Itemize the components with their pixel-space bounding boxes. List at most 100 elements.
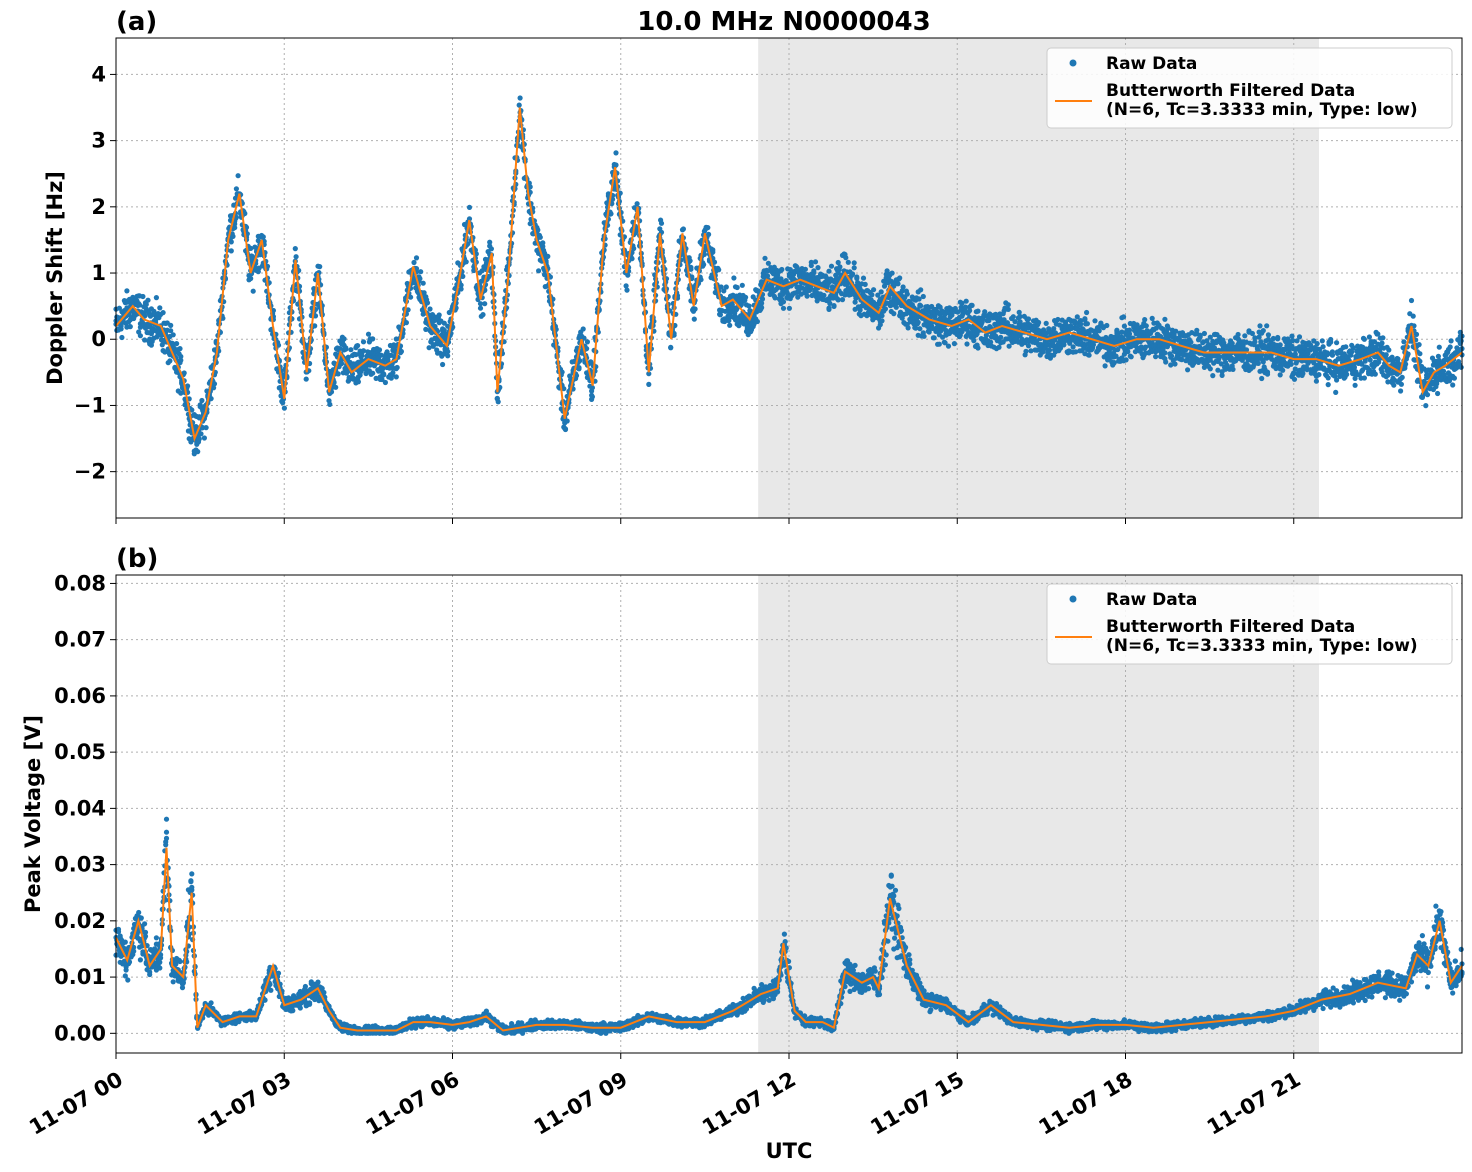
raw-data-point [420, 280, 426, 286]
raw-data-point [1316, 372, 1322, 378]
raw-data-point [403, 320, 409, 326]
raw-data-point [889, 270, 895, 276]
raw-data-point [900, 284, 906, 290]
raw-data-point [831, 303, 837, 309]
raw-data-point [1386, 347, 1392, 353]
raw-data-point [137, 302, 143, 308]
raw-data-point [250, 288, 256, 294]
raw-data-point [1257, 323, 1263, 329]
raw-data-point [199, 397, 205, 404]
raw-data-point [178, 357, 184, 363]
raw-data-point [119, 334, 125, 341]
raw-data-point [1288, 361, 1294, 367]
raw-data-point [893, 304, 899, 310]
legend: Raw Data Butterworth Filtered Data (N=6, … [1046, 47, 1453, 129]
raw-data-point [162, 349, 168, 355]
raw-data-point [1010, 314, 1016, 320]
raw-data-point [723, 284, 729, 290]
raw-data-point [780, 305, 787, 311]
raw-data-point [211, 385, 217, 391]
raw-data-point [969, 302, 975, 308]
raw-data-point [1325, 375, 1331, 381]
raw-data-point [634, 201, 640, 207]
raw-data-point [458, 286, 464, 292]
y-tick-label: 3 [91, 129, 106, 153]
raw-data-point [811, 270, 817, 276]
raw-data-point [1329, 352, 1335, 358]
raw-data-point [851, 265, 857, 271]
raw-data-point [564, 418, 570, 424]
raw-data-point [1328, 336, 1334, 343]
raw-data-point [917, 326, 923, 332]
raw-data-point [1149, 315, 1155, 321]
raw-data-point [1043, 320, 1049, 326]
raw-data-point [365, 331, 372, 337]
raw-data-point [1102, 363, 1108, 369]
raw-data-point [936, 341, 942, 347]
raw-data-point [869, 292, 875, 298]
raw-data-point [359, 353, 365, 359]
raw-data-point [918, 287, 924, 293]
raw-data-point [963, 298, 969, 304]
y-axis-label: Doppler Shift [Hz] [43, 171, 67, 385]
raw-data-point [1168, 362, 1174, 368]
raw-data-point [1296, 334, 1303, 340]
raw-data-point [303, 376, 309, 382]
raw-data-point [142, 929, 149, 935]
raw-data-point [1447, 344, 1453, 350]
raw-data-point [706, 231, 712, 237]
raw-data-point [477, 305, 484, 311]
y-tick-label: 1 [91, 261, 106, 285]
raw-data-point [687, 258, 693, 264]
raw-data-point [826, 268, 832, 274]
y-tick-label: 0 [91, 327, 106, 351]
raw-data-point [360, 339, 367, 345]
raw-data-point [1172, 361, 1178, 367]
raw-data-point [680, 226, 687, 232]
raw-data-point [1084, 321, 1090, 327]
raw-data-point [1142, 317, 1148, 323]
raw-data-point [1275, 334, 1281, 341]
raw-data-point [124, 288, 130, 294]
raw-data-point [624, 287, 630, 293]
x-axis-ticks [115, 518, 1295, 524]
raw-data-point [945, 343, 952, 349]
raw-data-point [1372, 371, 1378, 377]
raw-data-point [137, 333, 143, 339]
raw-data-point [1361, 336, 1367, 342]
raw-data-point [488, 246, 494, 252]
raw-data-point [1450, 382, 1456, 388]
raw-data-point [845, 259, 851, 265]
raw-data-point [1451, 375, 1457, 381]
raw-data-point [385, 357, 391, 363]
raw-data-point [1025, 316, 1032, 322]
raw-data-point [439, 332, 445, 338]
raw-data-point [118, 326, 124, 332]
raw-data-point [668, 344, 674, 350]
raw-data-point [475, 296, 481, 303]
panel-label: (a) [116, 7, 157, 37]
raw-data-point [418, 269, 424, 275]
raw-data-point [1351, 364, 1357, 370]
raw-data-point [168, 328, 174, 334]
raw-data-point [731, 275, 737, 281]
raw-data-point [576, 366, 582, 372]
raw-data-point [517, 95, 523, 101]
raw-data-point [921, 333, 927, 339]
y-tick-label: −2 [74, 460, 106, 484]
raw-data-point [160, 310, 166, 316]
raw-data-point [589, 385, 596, 391]
raw-data-point [780, 299, 787, 305]
raw-data-point [535, 227, 541, 233]
raw-data-point [918, 303, 924, 309]
raw-data-point [895, 281, 901, 287]
raw-data-point [573, 373, 580, 379]
raw-data-point [339, 361, 345, 367]
raw-data-point [343, 345, 349, 351]
raw-data-point [580, 326, 586, 332]
raw-data-point [382, 379, 388, 386]
raw-data-point [333, 384, 339, 390]
raw-data-point [142, 921, 148, 927]
raw-data-point [1123, 357, 1129, 363]
